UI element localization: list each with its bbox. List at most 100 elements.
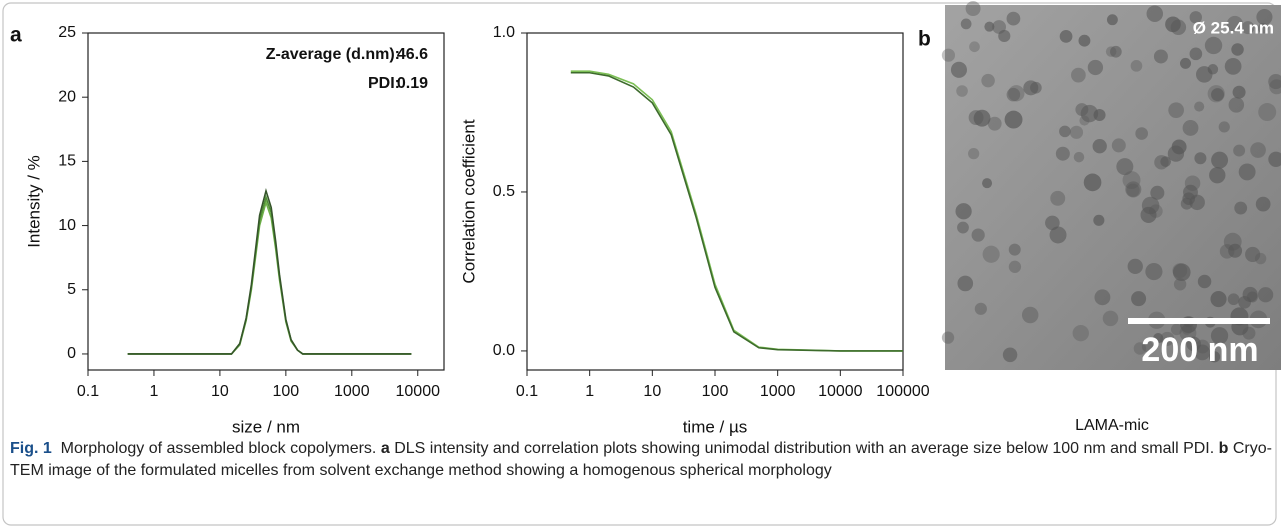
particle: [1231, 43, 1244, 56]
particle: [1127, 258, 1143, 275]
particle: [1153, 49, 1168, 64]
particle: [1232, 85, 1246, 99]
scale-bar-label: 200 nm: [1141, 331, 1258, 369]
x-tick-label: 1: [149, 383, 158, 400]
particle: [1189, 11, 1202, 24]
particle: [968, 110, 984, 126]
particle: [1211, 88, 1225, 102]
particle: [971, 228, 985, 242]
data-line: [570, 70, 903, 352]
particle: [1268, 151, 1281, 167]
y-tick-label: 10: [58, 217, 76, 234]
particle: [1207, 85, 1225, 103]
data-line: [127, 199, 412, 355]
particle: [1116, 158, 1134, 176]
caption-text: DLS intensity and correlation plots show…: [394, 440, 1215, 457]
particle: [982, 178, 993, 189]
particle: [1023, 80, 1039, 96]
particle: [1049, 226, 1067, 244]
particle: [1245, 246, 1261, 263]
particle: [1093, 214, 1105, 226]
particle: [1238, 163, 1256, 181]
figure-caption: Fig. 1 Morphology of assembled block cop…: [10, 438, 1272, 482]
x-axis-title: time / µs: [683, 417, 748, 436]
x-tick-label: 10: [211, 383, 229, 400]
particle: [1150, 185, 1165, 200]
particle: [957, 275, 974, 292]
particle: [1172, 263, 1191, 282]
particle: [1072, 324, 1089, 342]
x-tick-label: 1: [585, 383, 594, 400]
particle: [1122, 171, 1141, 190]
particle: [1211, 151, 1229, 169]
particle: [1160, 156, 1171, 167]
caption-label: Fig. 1: [10, 440, 52, 457]
particle: [1223, 232, 1242, 251]
x-tick-label: 1000: [760, 383, 796, 400]
x-tick-label: 0.1: [516, 383, 538, 400]
particle: [1204, 36, 1223, 55]
y-tick-label: 0.0: [493, 342, 515, 359]
particle: [969, 41, 980, 53]
particle: [955, 203, 972, 220]
particle: [1130, 59, 1143, 72]
particle: [1180, 57, 1192, 69]
particle: [1021, 306, 1039, 324]
particle: [1059, 125, 1071, 138]
particle: [1233, 144, 1246, 157]
annotation-value: 46.6: [397, 46, 428, 63]
particle: [1008, 243, 1021, 256]
particle: [984, 21, 995, 32]
particle: [1173, 278, 1187, 291]
particle: [1196, 66, 1213, 83]
particle: [1182, 120, 1199, 136]
particle: [1083, 173, 1102, 192]
particle: [1071, 67, 1086, 83]
particle: [1055, 146, 1070, 161]
particle: [1241, 21, 1255, 35]
data-line: [127, 194, 412, 355]
particle: [987, 116, 1002, 131]
caption-panel: b: [1218, 440, 1229, 457]
particle: [1154, 155, 1169, 170]
particle: [1092, 139, 1107, 154]
particle: [1189, 47, 1203, 61]
particle: [1004, 110, 1023, 129]
particle: [1183, 184, 1198, 200]
tem-image: [941, 1, 1281, 370]
particle: [1135, 127, 1148, 140]
particle: [1153, 333, 1164, 344]
particle: [974, 302, 987, 315]
caption-title: Morphology of assembled block copolymers…: [60, 440, 377, 457]
particle: [1256, 8, 1273, 26]
caption-panel: a: [380, 440, 390, 457]
particle: [1145, 263, 1163, 281]
particle: [1257, 287, 1274, 303]
particle: [1160, 331, 1175, 346]
particle: [1126, 183, 1140, 197]
particle: [941, 48, 956, 62]
particle: [1224, 57, 1242, 75]
particle: [1209, 166, 1226, 184]
particle: [1227, 293, 1240, 306]
particle: [941, 331, 955, 344]
particle: [1131, 291, 1147, 307]
particle: [1250, 142, 1266, 158]
particle: [1045, 215, 1060, 231]
particle: [1268, 73, 1281, 90]
y-tick-label: 0.5: [493, 183, 515, 200]
particle: [965, 1, 981, 17]
particle: [1254, 252, 1267, 265]
particle: [1059, 29, 1073, 43]
particle: [1210, 327, 1229, 345]
annotation-label: Z-average (d.nm):: [266, 46, 400, 63]
particle: [1105, 46, 1117, 57]
particle: [1165, 16, 1181, 33]
particle: [1228, 243, 1243, 258]
particle: [1006, 11, 1021, 26]
particle: [1194, 152, 1207, 165]
y-tick-label: 25: [58, 24, 76, 41]
y-tick-label: 15: [58, 153, 76, 170]
